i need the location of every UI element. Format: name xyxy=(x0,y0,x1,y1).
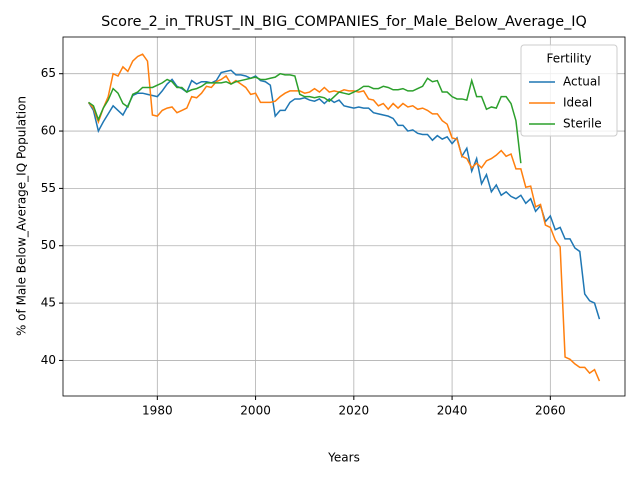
chart-title: Score_2_in_TRUST_IN_BIG_COMPANIES_for_Ma… xyxy=(101,14,587,30)
data-line xyxy=(87,69,601,320)
x-tick-label: 2020 xyxy=(339,404,370,418)
x-tick-label: 2040 xyxy=(437,404,468,418)
y-tick-label: 50 xyxy=(41,238,56,252)
legend-label: Ideal xyxy=(563,96,592,110)
legend-label: Actual xyxy=(563,75,601,89)
plot-frame xyxy=(62,36,626,397)
legend-label: Sterile xyxy=(563,117,602,131)
y-tick-label: 65 xyxy=(41,66,56,80)
y-tick-label: 40 xyxy=(41,353,56,367)
y-tick-label: 55 xyxy=(41,181,56,195)
data-line xyxy=(87,53,601,382)
x-tick-label: 2060 xyxy=(535,404,566,418)
x-axis-label: Years xyxy=(327,451,360,465)
x-tick-label: 1980 xyxy=(142,404,173,418)
y-tick-label: 60 xyxy=(41,124,56,138)
data-line xyxy=(88,72,522,164)
legend-title: Fertility xyxy=(546,52,591,66)
y-axis-label: % of Male Below_Average_IQ Population xyxy=(15,96,29,336)
x-tick-label: 2000 xyxy=(240,404,271,418)
y-tick-label: 45 xyxy=(41,296,56,310)
legend-box xyxy=(520,44,618,137)
